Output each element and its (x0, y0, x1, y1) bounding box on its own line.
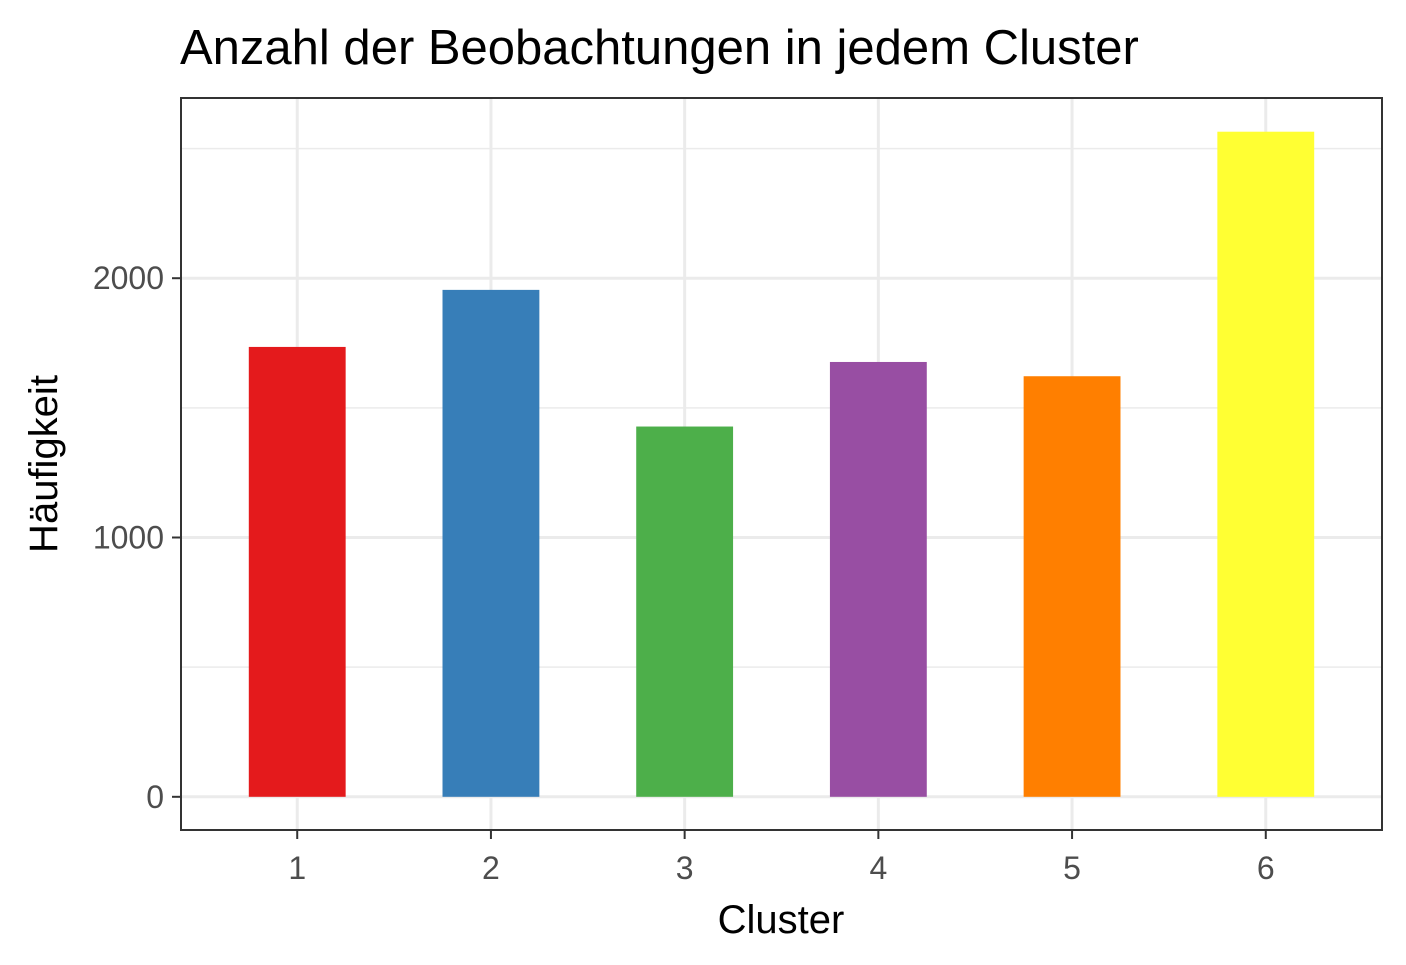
x-axis-title: Cluster (718, 898, 845, 942)
axis-layer: 0 1000 2000 1 2 3 4 5 6 (93, 260, 1275, 886)
y-tick-label: 0 (146, 779, 164, 815)
x-tick-label: 3 (676, 850, 694, 886)
y-axis-title: Häufigkeit (22, 375, 66, 553)
bar-cluster-6 (1217, 131, 1315, 797)
y-tick-label: 2000 (93, 260, 164, 296)
chart-title: Anzahl der Beobachtungen in jedem Cluste… (180, 21, 1139, 75)
bar-cluster-3 (636, 426, 734, 797)
x-tick-label: 1 (288, 850, 306, 886)
x-tick-label: 6 (1257, 850, 1275, 886)
x-tick-label: 4 (869, 850, 887, 886)
bar-cluster-4 (829, 361, 927, 797)
bar-cluster-1 (248, 346, 346, 797)
panel-border (180, 97, 1383, 831)
x-tick-label: 5 (1063, 850, 1081, 886)
grid-layer (181, 98, 1382, 830)
y-tick-label: 1000 (93, 520, 164, 556)
bar-cluster-2 (442, 289, 540, 797)
bar-cluster-5 (1023, 376, 1121, 797)
bar-layer (248, 131, 1315, 797)
x-tick-label: 2 (482, 850, 500, 886)
